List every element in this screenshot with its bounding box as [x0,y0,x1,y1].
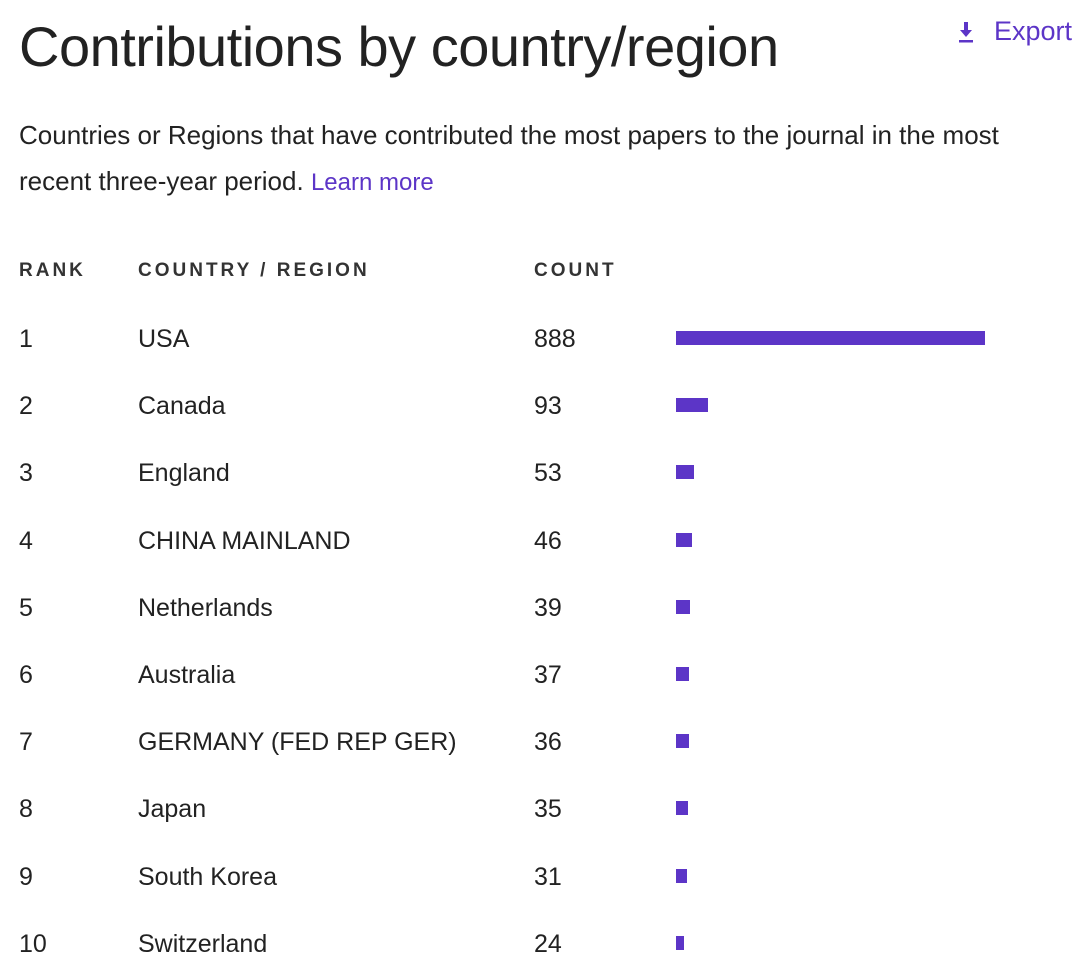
count-bar [676,734,689,749]
count-bar [676,868,687,883]
learn-more-link[interactable]: Learn more [310,169,434,196]
bar-track [676,599,985,614]
count-cell: 888 [534,325,576,353]
rank-cell: 1 [19,325,33,353]
bar-track [676,398,985,413]
table-row: 8 Japan 35 [0,777,1080,844]
table-row: 1 USA 888 [0,307,1080,374]
bar-track [676,465,985,480]
table-row: 3 England 53 [0,441,1080,508]
count-cell: 35 [534,795,562,824]
bar-track [676,331,985,345]
rank-cell: 9 [19,862,33,891]
table-row: 7 GERMANY (FED REP GER) 36 [0,710,1080,777]
download-icon [958,21,973,42]
count-cell: 46 [534,526,562,555]
table-row: 4 CHINA MAINLAND 46 [0,509,1080,576]
count-bar [676,398,708,413]
bar-track [676,801,985,816]
country-cell: England [138,459,230,488]
bar-track [676,935,985,950]
bar-track [676,666,985,681]
table-row: 2 Canada 93 [0,374,1080,441]
table-row: 5 Netherlands 39 [0,576,1080,643]
count-bar [676,599,690,614]
count-bar [676,465,694,480]
rank-cell: 3 [19,459,33,488]
country-cell: GERMANY (FED REP GER) [138,728,457,757]
rank-cell: 8 [19,795,33,824]
count-cell: 93 [534,392,562,421]
table-row: 6 Australia 37 [0,643,1080,710]
description: Countries or Regions that have contribut… [19,112,1064,206]
count-bar [676,666,689,681]
country-cell: Canada [138,392,226,421]
rank-cell: 7 [19,728,33,757]
count-cell: 36 [534,728,562,757]
export-button[interactable]: Export [956,16,1072,47]
table-body: 1 USA 888 2 Canada 93 3 England 53 4 CHINA MAINLAN… [0,307,1080,968]
rank-cell: 10 [19,929,47,958]
count-cell: 53 [534,459,562,488]
count-bar [676,801,688,816]
count-cell: 24 [534,929,562,958]
column-header-count: COUNT [534,260,617,281]
rank-cell: 4 [19,526,33,555]
count-cell: 31 [534,862,562,891]
country-cell: USA [138,325,190,353]
count-bar [676,331,985,345]
table-row: 9 South Korea 31 [0,845,1080,912]
country-cell: CHINA MAINLAND [138,526,351,555]
country-cell: Japan [138,795,207,824]
page-title: Contributions by country/region [19,15,779,78]
table-header: RANK COUNTRY / REGION COUNT [0,260,1080,286]
export-label: Export [993,16,1072,46]
bar-track [676,532,985,547]
bar-track [676,868,985,883]
country-cell: Australia [138,660,236,689]
description-text: Countries or Regions that have contribut… [19,120,999,196]
rank-cell: 5 [19,593,33,622]
count-cell: 37 [534,660,562,689]
count-cell: 39 [534,593,562,622]
count-bar [676,935,684,950]
country-cell: Netherlands [138,593,273,622]
column-header-rank: RANK [19,260,86,281]
column-header-country: COUNTRY / REGION [138,260,370,281]
rank-cell: 6 [19,660,33,689]
bar-track [676,734,985,749]
table-row: 10 Switzerland 24 [0,912,1080,968]
count-bar [676,532,692,547]
country-cell: Switzerland [138,929,268,958]
rank-cell: 2 [19,392,33,421]
country-cell: South Korea [138,862,277,891]
